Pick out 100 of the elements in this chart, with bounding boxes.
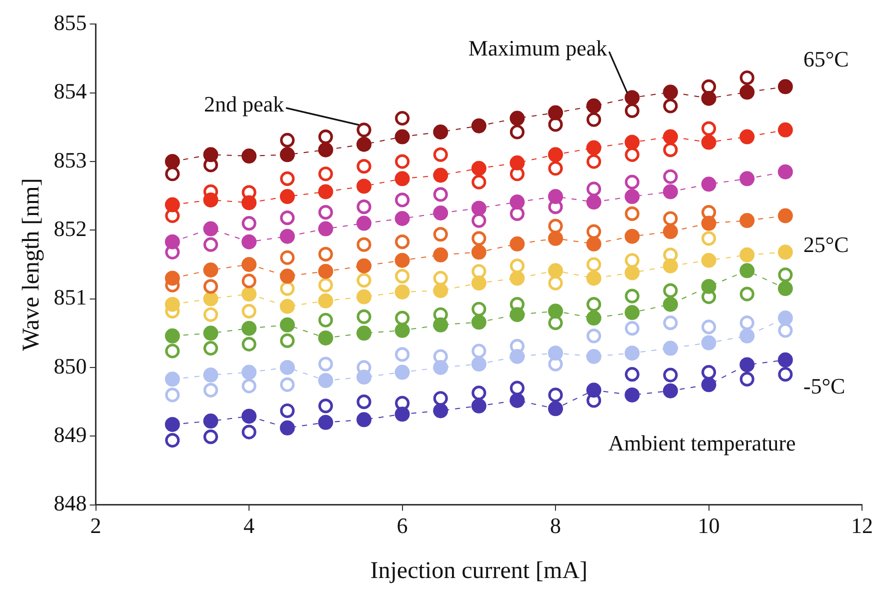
- point: [394, 284, 410, 300]
- point: [510, 155, 525, 170]
- point: [548, 388, 563, 402]
- point: [203, 279, 218, 294]
- point: [471, 398, 486, 414]
- point: [701, 364, 716, 380]
- point: [472, 174, 486, 190]
- point: [356, 412, 372, 428]
- point: [778, 323, 793, 338]
- point: [394, 234, 410, 250]
- point: [242, 320, 257, 336]
- point: [510, 270, 525, 286]
- point: [586, 194, 602, 210]
- point: [356, 258, 372, 274]
- point: [356, 122, 372, 138]
- point: [471, 160, 486, 176]
- point: [433, 226, 448, 242]
- point: [280, 281, 295, 296]
- point: [662, 84, 678, 100]
- point: [318, 414, 334, 430]
- point: [356, 136, 372, 152]
- point: [471, 118, 486, 134]
- point: [242, 304, 256, 318]
- point: [586, 182, 602, 196]
- y-tick-label: 853: [54, 147, 87, 172]
- x-tick-label: 10: [698, 512, 720, 538]
- point: [778, 281, 793, 296]
- point: [165, 388, 180, 402]
- point: [548, 230, 564, 246]
- point: [433, 391, 448, 406]
- point: [472, 386, 486, 400]
- point: [280, 360, 295, 375]
- point: [394, 347, 410, 362]
- point: [203, 414, 218, 429]
- point: [242, 286, 257, 302]
- point: [280, 210, 295, 226]
- point: [548, 276, 563, 290]
- point: [778, 352, 793, 368]
- point: [663, 98, 678, 114]
- point: [740, 213, 755, 228]
- point: [624, 174, 640, 190]
- point: [472, 264, 486, 279]
- point: [203, 192, 218, 208]
- point: [394, 211, 410, 226]
- point: [356, 272, 372, 288]
- point: [433, 168, 448, 183]
- point: [510, 307, 525, 322]
- point: [165, 166, 180, 182]
- point: [701, 278, 716, 294]
- point: [280, 228, 295, 244]
- point: [586, 349, 602, 364]
- point: [548, 189, 564, 204]
- point: [510, 124, 525, 140]
- point: [433, 247, 448, 262]
- point: [778, 244, 793, 260]
- point: [778, 122, 793, 138]
- point: [624, 189, 640, 204]
- point: [548, 401, 564, 416]
- point: [203, 147, 218, 162]
- point: [356, 178, 372, 194]
- point: [242, 257, 257, 272]
- point: [624, 253, 640, 268]
- point: [203, 382, 218, 398]
- point: [586, 154, 602, 169]
- y-tick-label: 849: [54, 422, 87, 447]
- point: [510, 236, 525, 252]
- series-label: 65°C: [803, 46, 849, 72]
- point: [548, 147, 564, 162]
- point: [740, 286, 754, 302]
- point: [203, 221, 218, 236]
- point: [280, 171, 295, 186]
- annotation: Maximum peak: [468, 35, 608, 60]
- point: [433, 283, 448, 298]
- point: [471, 244, 486, 260]
- point: [356, 200, 372, 214]
- point: [624, 321, 640, 336]
- point: [586, 236, 602, 252]
- point: [242, 274, 256, 288]
- point: [318, 330, 334, 346]
- point: [586, 98, 602, 114]
- point: [662, 383, 678, 398]
- y-tick-label: 850: [54, 353, 87, 378]
- point: [280, 403, 295, 418]
- y-tick-label: 851: [54, 284, 87, 310]
- point: [280, 377, 295, 392]
- x-tick-label: 2: [90, 512, 102, 538]
- point: [510, 110, 525, 126]
- point: [510, 349, 525, 364]
- point: [280, 333, 295, 348]
- point: [740, 129, 755, 144]
- x-tick-label: 8: [550, 512, 562, 538]
- point: [394, 322, 410, 338]
- point: [472, 344, 486, 358]
- point: [663, 316, 678, 330]
- point: [280, 317, 295, 332]
- point: [394, 364, 410, 380]
- y-tick-label: 854: [54, 78, 87, 104]
- point: [242, 195, 257, 210]
- point: [203, 326, 218, 341]
- point: [394, 129, 410, 144]
